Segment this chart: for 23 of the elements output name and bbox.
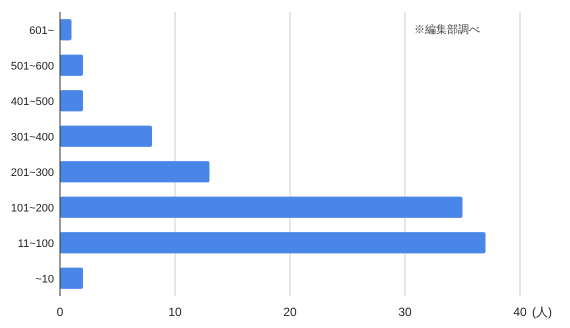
y-tick-label: 301~400 <box>10 131 54 144</box>
y-tick-label: 601~ <box>29 24 54 37</box>
bar <box>60 268 83 289</box>
x-tick-label: 20 <box>283 305 297 319</box>
x-tick-label: 40 <box>513 305 527 319</box>
bar <box>60 161 210 182</box>
x-tick-label: 0 <box>56 305 64 319</box>
x-tick-label: 30 <box>398 305 412 319</box>
x-tick-label: 10 <box>168 305 182 319</box>
bar <box>60 126 152 147</box>
y-tick-label: ~10 <box>35 273 54 286</box>
y-tick-label: 11~100 <box>18 238 54 250</box>
bar <box>60 90 83 112</box>
bar <box>60 196 462 218</box>
bar <box>60 54 83 76</box>
bar <box>60 19 72 40</box>
annotation: ※編集部調べ <box>414 23 480 36</box>
x-axis-title: (人) <box>532 305 552 319</box>
y-tick-label: 101~200 <box>10 202 54 214</box>
y-tick-label: 201~300 <box>10 166 54 179</box>
bar <box>60 232 486 254</box>
y-tick-label: 401~500 <box>10 96 54 108</box>
y-tick-label: 501~600 <box>10 60 54 72</box>
